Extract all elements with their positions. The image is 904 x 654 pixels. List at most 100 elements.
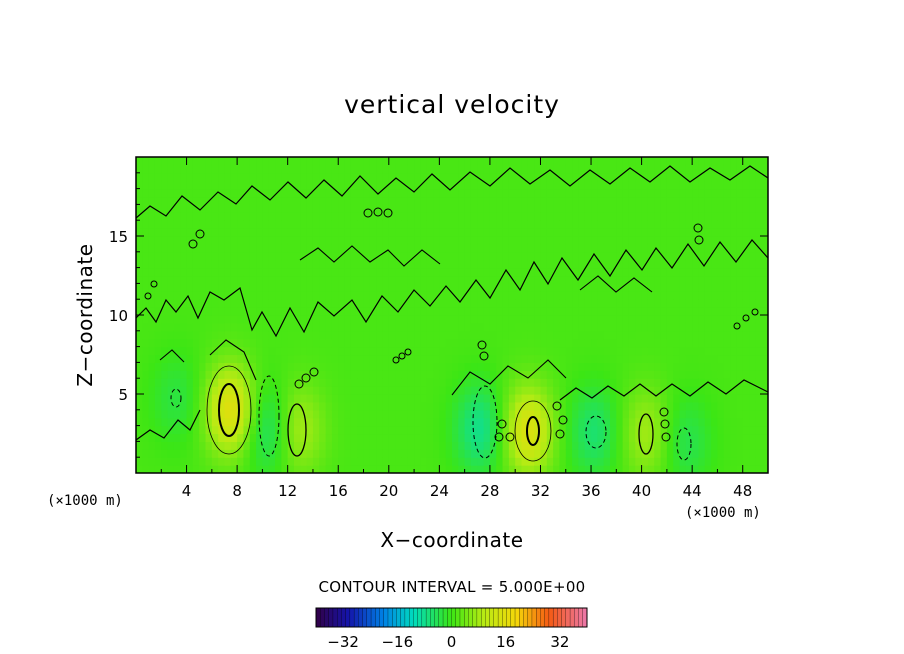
field-cell [584, 378, 592, 387]
field-cell [167, 180, 175, 190]
field-cell [749, 315, 756, 324]
field-cell [294, 433, 301, 442]
field-cell [502, 425, 510, 435]
field-cell [755, 386, 763, 395]
field-cell [489, 275, 497, 284]
field-cell [287, 378, 295, 387]
colorbar-swatch [468, 607, 474, 628]
field-cell [452, 259, 459, 269]
field-cell [192, 433, 200, 442]
field-cell [685, 401, 693, 411]
field-cell [445, 283, 453, 292]
field-cell [211, 251, 219, 261]
field-cell [698, 157, 706, 166]
field-cell [338, 251, 346, 261]
field-cell [205, 465, 213, 473]
field-cell [395, 243, 403, 253]
field-cell [502, 172, 510, 182]
field-cell [136, 204, 143, 213]
field-cell [192, 275, 200, 284]
field-cell [666, 449, 674, 458]
field-cell [591, 243, 598, 253]
field-cell [407, 212, 415, 221]
field-cell [546, 322, 554, 332]
field-cell [489, 378, 497, 387]
field-cell [698, 346, 706, 356]
field-cell [414, 330, 421, 340]
field-cell [439, 164, 447, 174]
field-cell [433, 251, 440, 261]
field-cell [433, 212, 440, 221]
field-cell [654, 228, 662, 237]
field-cell [142, 275, 150, 284]
field-cell [458, 283, 466, 292]
field-cell [572, 220, 579, 229]
field-cell [742, 465, 750, 473]
field-cell [148, 457, 156, 466]
field-cell [704, 401, 712, 411]
field-cell [243, 180, 251, 190]
field-cell [685, 188, 693, 198]
field-cell [199, 157, 207, 166]
field-cell [635, 307, 643, 316]
field-cell [578, 401, 586, 411]
field-cell [388, 251, 396, 261]
field-cell [154, 465, 162, 473]
field-cell [357, 204, 365, 213]
field-cell [173, 441, 181, 450]
field-cell [641, 401, 649, 411]
field-cell [704, 243, 712, 253]
field-cell [426, 315, 434, 324]
field-cell [489, 243, 497, 253]
field-cell [470, 259, 478, 269]
field-cell [319, 291, 327, 300]
field-cell [173, 322, 181, 332]
field-cell [521, 212, 529, 221]
field-cell [597, 409, 605, 419]
field-cell [660, 228, 668, 237]
field-cell [521, 409, 529, 419]
field-cell [452, 417, 459, 427]
field-cell [508, 299, 516, 308]
field-cell [426, 180, 434, 190]
field-cell [414, 220, 421, 229]
field-cell [287, 322, 295, 332]
field-cell [167, 370, 175, 379]
field-cell [622, 299, 630, 308]
field-cell [452, 204, 459, 213]
field-cell [262, 386, 270, 395]
field-cell [584, 370, 592, 379]
field-cell [211, 370, 219, 379]
field-cell [578, 228, 586, 237]
field-cell [666, 172, 674, 182]
field-cell [439, 267, 447, 277]
field-cell [199, 441, 207, 450]
field-cell [660, 275, 668, 284]
field-cell [230, 172, 238, 182]
field-cell [192, 457, 200, 466]
field-cell [218, 196, 226, 205]
field-cell [388, 228, 396, 237]
field-cell [527, 188, 535, 198]
field-cell [426, 204, 434, 213]
field-cell [224, 259, 232, 269]
field-cell [692, 394, 700, 403]
field-cell [331, 449, 339, 458]
field-cell [180, 307, 188, 316]
field-cell [237, 378, 245, 387]
field-cell [363, 378, 371, 387]
field-cell [628, 267, 636, 277]
field-cell [502, 315, 510, 324]
field-cell [319, 236, 327, 245]
field-cell [312, 362, 320, 371]
field-cell [527, 259, 535, 269]
field-cell [622, 307, 630, 316]
field-cell [749, 291, 756, 300]
field-cell [622, 315, 630, 324]
field-cell [262, 417, 270, 427]
field-cell [496, 322, 504, 332]
field-cell [591, 220, 598, 229]
field-cell [540, 251, 548, 261]
field-cell [711, 354, 719, 363]
field-cell [388, 307, 396, 316]
